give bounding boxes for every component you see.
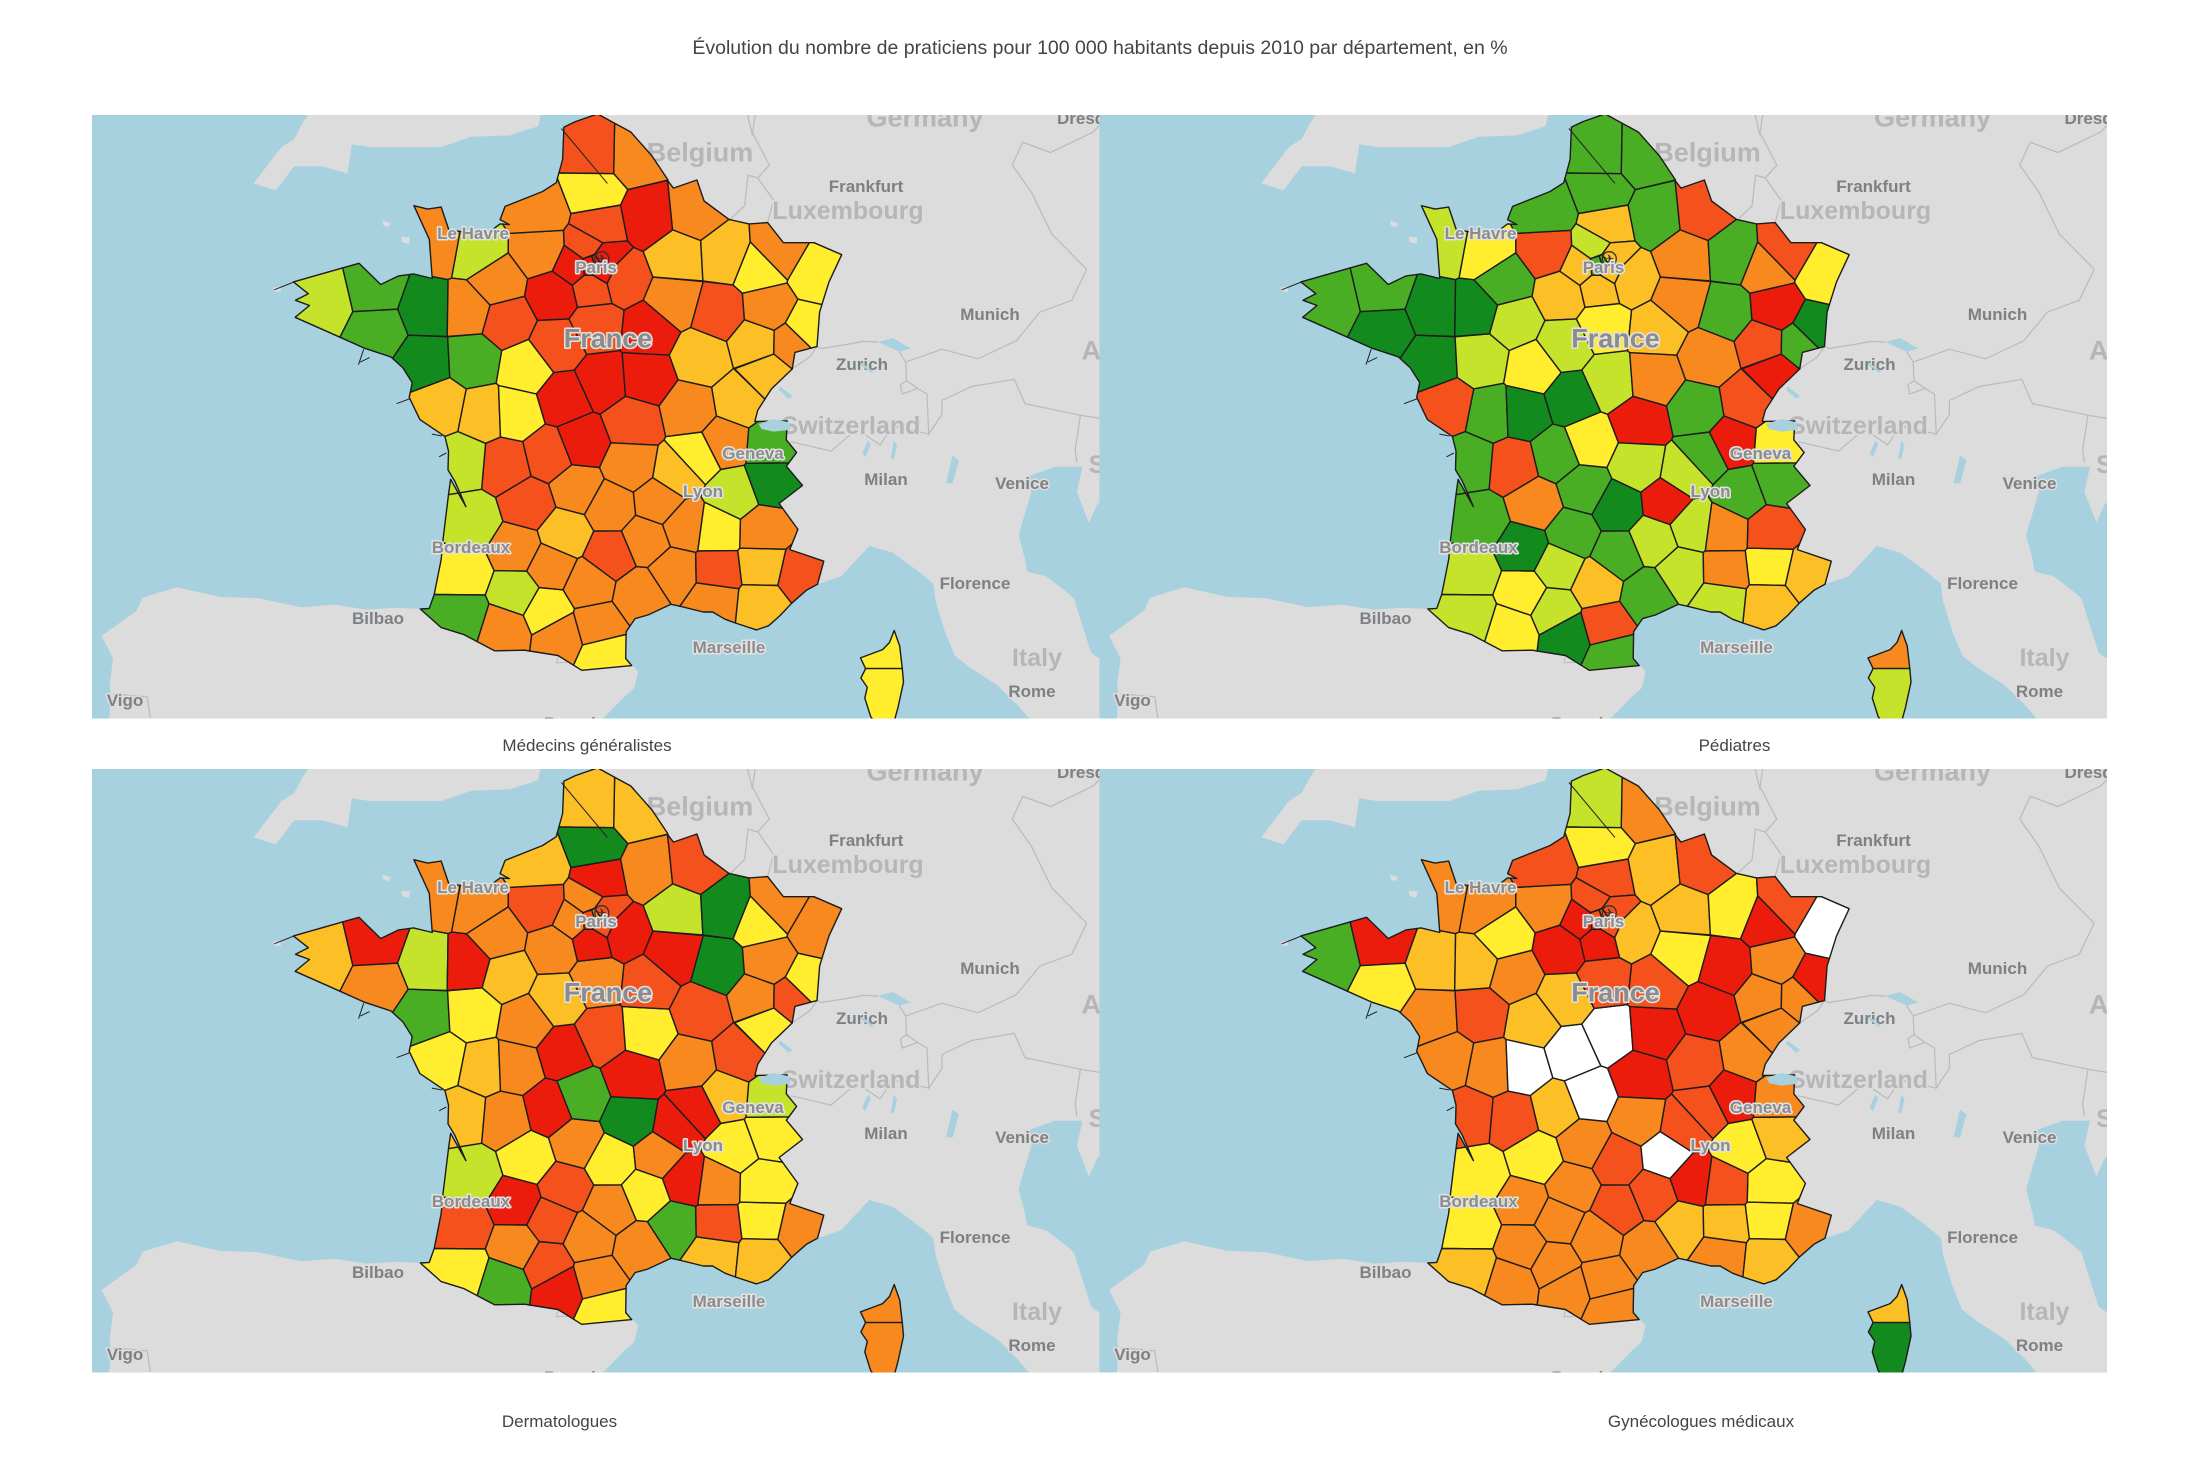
svg-text:Gynécologues médicaux: Gynécologues médicaux	[1608, 1412, 1795, 1431]
svg-text:Dermatologues: Dermatologues	[502, 1412, 617, 1431]
svg-text:Médecins généralistes: Médecins généralistes	[502, 736, 671, 755]
svg-text:Pédiatres: Pédiatres	[1699, 736, 1771, 755]
svg-text:Évolution du nombre de pratici: Évolution du nombre de praticiens pour 1…	[692, 36, 1507, 59]
